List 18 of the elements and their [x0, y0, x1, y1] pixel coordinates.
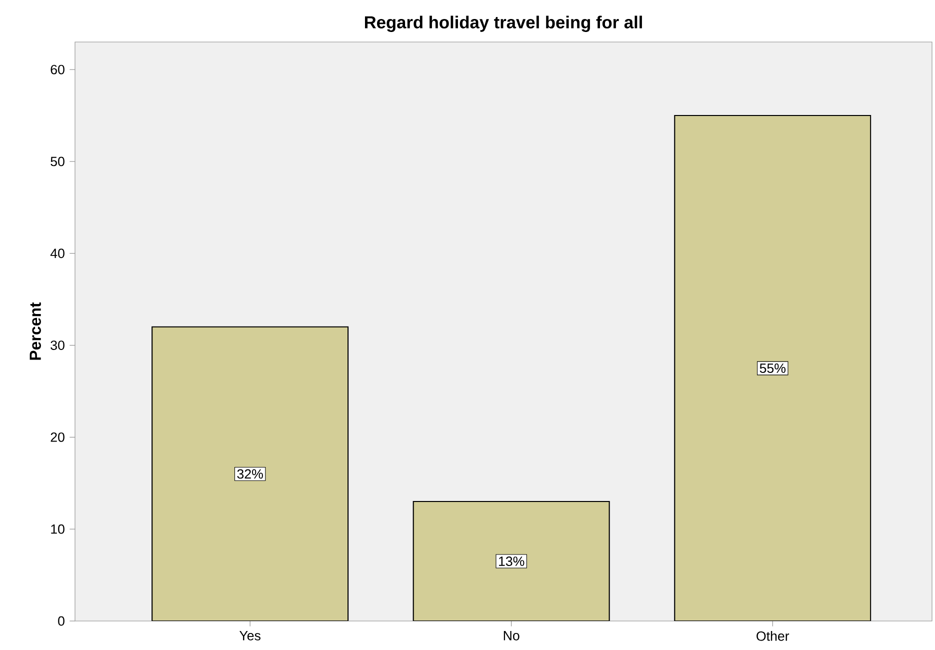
chart-title: Regard holiday travel being for all — [364, 16, 642, 32]
data-label: 13% — [499, 556, 524, 566]
y-tick-label: 40 — [50, 248, 64, 258]
y-tick-label: 0 — [58, 616, 64, 626]
bar — [413, 502, 610, 621]
y-axis-title: Percent — [30, 302, 41, 360]
x-tick-label: Yes — [239, 631, 260, 640]
bar — [152, 326, 349, 621]
y-tick-label: 50 — [50, 156, 64, 166]
data-label: 32% — [237, 469, 263, 479]
x-tick-label: No — [504, 631, 520, 640]
data-label: 55% — [760, 364, 786, 373]
bar — [674, 114, 872, 621]
y-tick-label: 60 — [50, 64, 64, 74]
y-tick-label: 20 — [50, 432, 64, 442]
y-tick-label: 30 — [50, 340, 64, 350]
y-tick-label: 10 — [51, 524, 64, 534]
x-tick-label: Other — [756, 631, 790, 641]
